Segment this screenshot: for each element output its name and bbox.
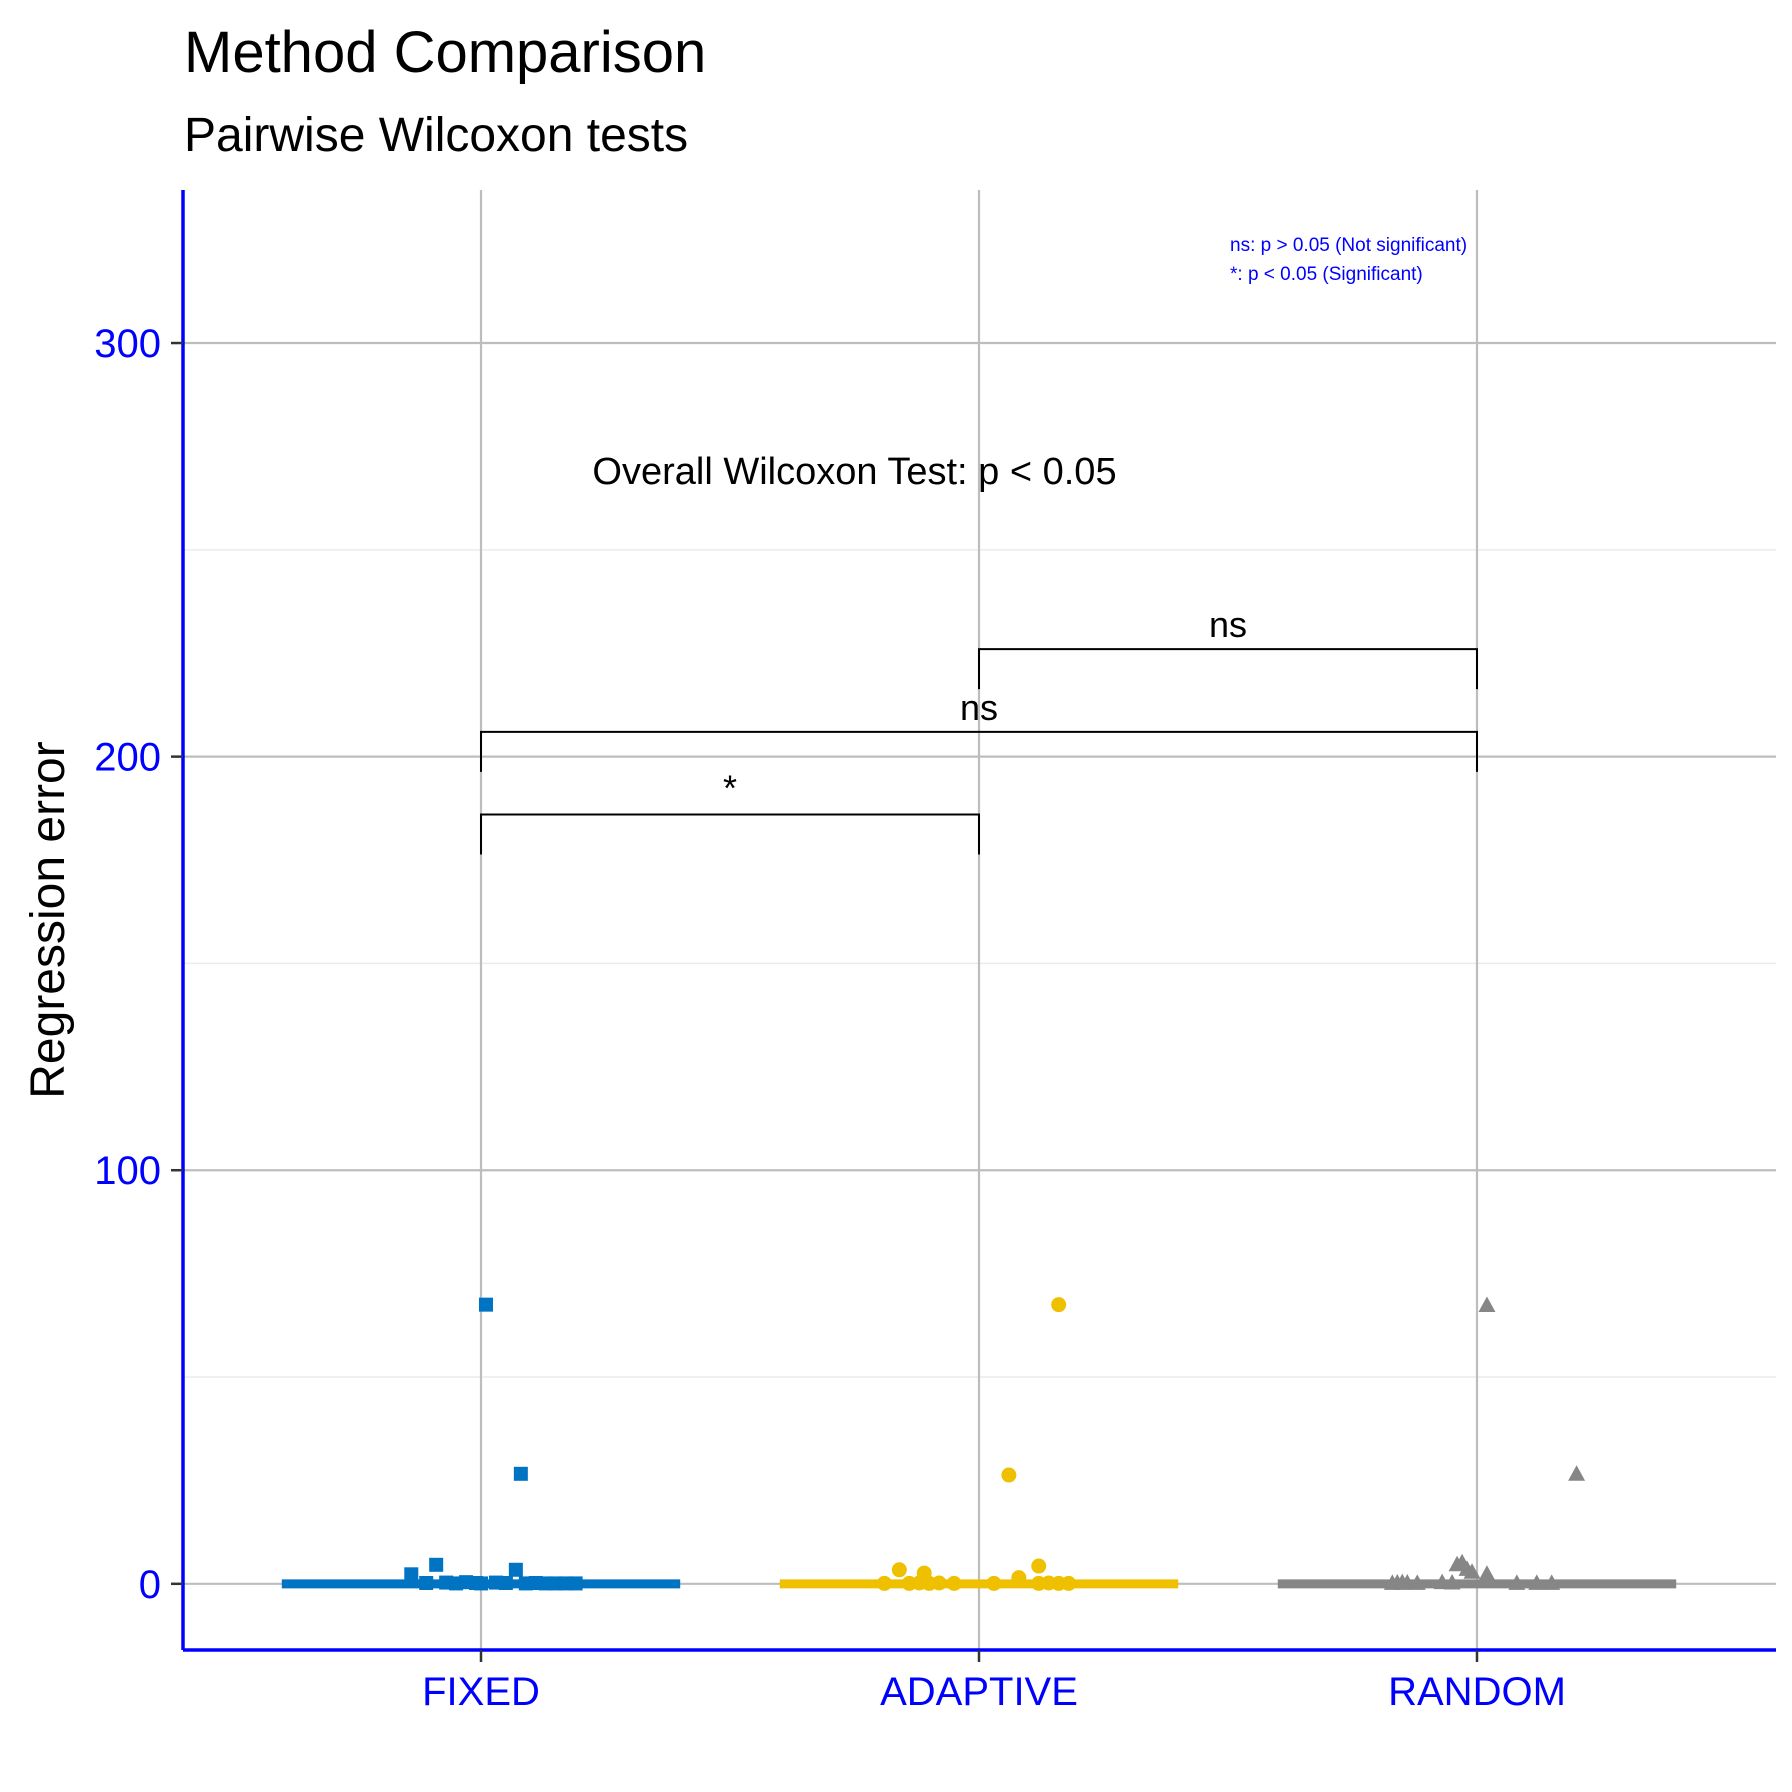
bracket-fixed-random (480, 730, 1478, 772)
point-adaptive (876, 1575, 892, 1591)
point-adaptive (986, 1575, 1002, 1591)
significance-legend: ns: p > 0.05 (Not significant) *: p < 0.… (1230, 235, 1467, 285)
x-tick-label-fixed: FIXED (422, 1670, 540, 1714)
point-fixed (404, 1567, 419, 1582)
y-tick-label: 200 (94, 736, 161, 780)
chart-title: Method Comparison (184, 20, 706, 85)
overall-test-annotation: Overall Wilcoxon Test: p < 0.05 (592, 451, 1116, 493)
point-random (1543, 1574, 1561, 1590)
point-fixed (498, 1575, 513, 1590)
y-tick-label: 0 (139, 1563, 161, 1607)
point-adaptive (931, 1575, 947, 1591)
significance-legend-line-2: *: p < 0.05 (Significant) (1230, 264, 1423, 285)
chart-subtitle: Pairwise Wilcoxon tests (184, 109, 688, 162)
bracket-adaptive-random (978, 648, 1478, 690)
comparison-brackets: ns ns * (480, 604, 1478, 855)
point-random (1478, 1565, 1496, 1581)
bracket-fixed-random-label: ns (960, 687, 998, 728)
point-random (1568, 1465, 1586, 1481)
point-random (1408, 1574, 1426, 1590)
y-axis-label: Regression error (22, 741, 75, 1098)
bracket-fixed-adaptive (480, 813, 980, 855)
point-fixed (419, 1575, 434, 1590)
y-tick-label: 300 (94, 322, 161, 366)
point-random (1463, 1563, 1481, 1579)
point-random (1508, 1574, 1526, 1590)
point-random (1443, 1573, 1461, 1590)
point-adaptive (891, 1562, 907, 1578)
significance-legend-line-1: ns: p > 0.05 (Not significant) (1230, 235, 1467, 256)
point-adaptive (1011, 1570, 1027, 1586)
data-points (404, 1296, 1586, 1591)
point-random (1528, 1574, 1546, 1590)
point-fixed (513, 1466, 528, 1481)
point-fixed (478, 1297, 493, 1312)
point-adaptive (1031, 1558, 1047, 1574)
point-random (1478, 1296, 1496, 1312)
bracket-adaptive-random-label: ns (1209, 604, 1247, 645)
x-tick-label-random: RANDOM (1388, 1670, 1566, 1714)
point-fixed (429, 1557, 444, 1572)
y-tick-label: 100 (94, 1149, 161, 1193)
grid-layer (183, 190, 1776, 1650)
point-adaptive (1061, 1575, 1077, 1591)
point-adaptive (946, 1575, 962, 1591)
axes: 0 100 200 300 FIXED ADAPTIVE RANDOM (94, 190, 1776, 1714)
x-tick-label-adaptive: ADAPTIVE (880, 1670, 1078, 1714)
point-fixed (508, 1562, 523, 1577)
bracket-fixed-adaptive-label: * (723, 768, 737, 809)
point-fixed (474, 1576, 488, 1591)
point-fixed (568, 1576, 583, 1591)
point-adaptive (1001, 1467, 1017, 1483)
point-adaptive (1051, 1297, 1067, 1313)
